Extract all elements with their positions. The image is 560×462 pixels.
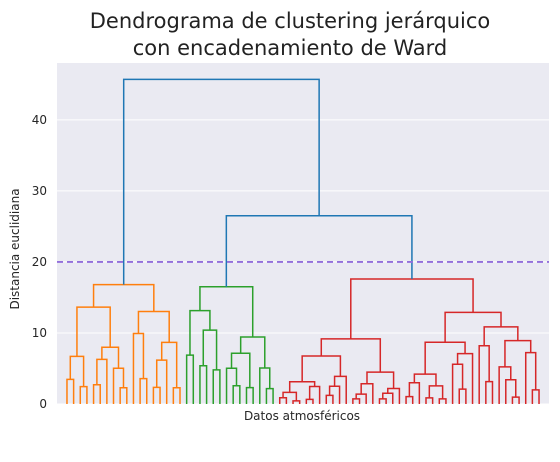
plot-area	[57, 63, 549, 404]
chart-title-line-1: Dendrograma de clustering jerárquico	[90, 9, 490, 33]
dendrogram-link	[172, 387, 181, 404]
dendrogram-link	[333, 375, 347, 404]
dendrogram-link	[199, 364, 208, 404]
dendrogram-link	[405, 395, 414, 404]
dendrogram-link	[504, 339, 532, 367]
dendrogram-link	[378, 398, 387, 404]
dendrogram-link	[245, 386, 254, 404]
dendrogram-link	[66, 378, 75, 404]
dendrogram-link	[350, 278, 474, 339]
y-tick-label: 10	[32, 326, 47, 340]
dendrogram-link	[225, 214, 413, 287]
y-tick-label: 20	[32, 255, 47, 269]
dendrogram-link	[122, 78, 320, 285]
dendrogram-link	[511, 396, 520, 404]
dendrogram-link	[139, 377, 148, 404]
dendrogram-link	[355, 393, 367, 404]
dendrogram-link	[202, 329, 218, 370]
chart-title-line-2: con encadenamiento de Ward	[133, 36, 448, 60]
dendrogram-link	[328, 385, 341, 404]
dendrogram-link	[96, 358, 108, 404]
y-tick-label: 30	[32, 184, 47, 198]
dendrogram-link	[458, 388, 467, 404]
dendrogram-link	[152, 386, 161, 404]
y-axis-label: Distancia euclidiana	[8, 188, 22, 309]
dendrogram-link	[189, 309, 211, 356]
x-axis-label: Datos atmosféricos	[244, 409, 360, 423]
dendrogram-link	[387, 387, 401, 404]
dendrogram-link	[320, 338, 382, 373]
y-tick-label: 40	[32, 113, 47, 127]
dendrogram-link	[425, 397, 434, 404]
dendrogram-link	[483, 326, 519, 346]
y-tick-label: 0	[39, 397, 47, 411]
dendrogram-link	[424, 341, 466, 375]
dendrogram-link	[451, 363, 464, 404]
y-tick-labels: 0 10 20 30 40	[32, 113, 47, 411]
dendrogram-link	[232, 384, 241, 404]
dendrogram-link	[137, 310, 170, 343]
dendrogram-links	[66, 78, 540, 404]
dendrogram-link	[282, 391, 298, 401]
dendrogram-link	[325, 394, 334, 404]
